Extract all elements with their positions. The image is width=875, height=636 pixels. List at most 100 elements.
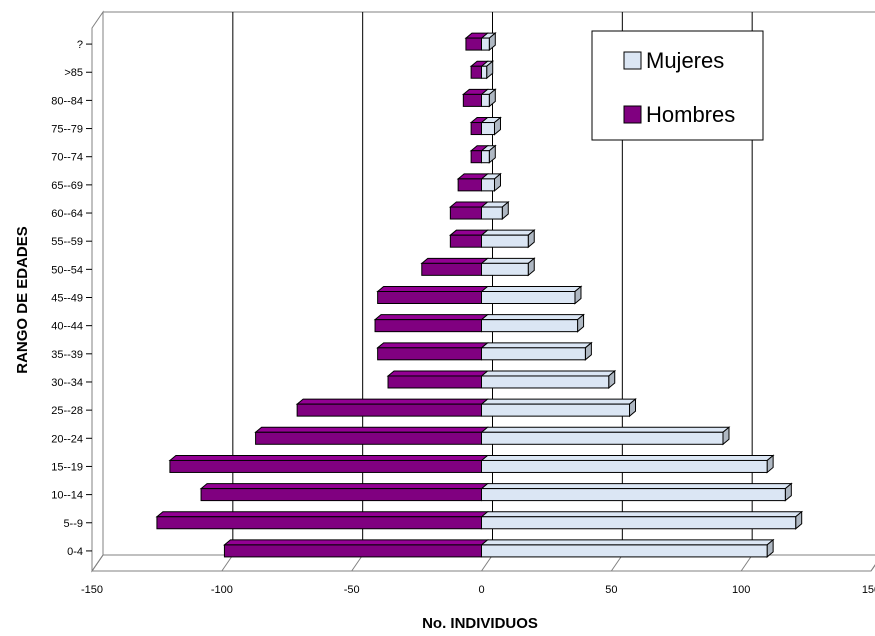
- x-tick-label: 50: [605, 584, 617, 596]
- bar-mujeres: [480, 510, 804, 530]
- bar-top-face: [480, 314, 585, 321]
- bar-top-face: [376, 342, 489, 349]
- bar-front-face: [481, 291, 576, 304]
- bar-mujeres: [480, 538, 775, 558]
- bar-hombres: [469, 60, 489, 79]
- bar-top-face: [223, 539, 489, 546]
- y-tick-label: 45--49: [51, 293, 83, 305]
- y-tick-label: 5--9: [63, 518, 83, 530]
- bar-hombres: [373, 314, 489, 333]
- bar-top-face: [480, 539, 775, 546]
- bar-mujeres: [480, 341, 593, 361]
- y-tick-label: 35--39: [51, 349, 83, 361]
- bar-front-face: [470, 122, 483, 136]
- bar-front-face: [200, 488, 482, 502]
- bar-front-face: [481, 431, 724, 445]
- bar-front-face: [470, 65, 483, 79]
- bar-mujeres: [480, 32, 497, 52]
- y-tick-label: 60--64: [51, 208, 83, 220]
- bar-front-face: [481, 488, 786, 502]
- bar-top-face: [448, 229, 489, 236]
- bar-front-face: [296, 403, 482, 417]
- bar-front-face: [374, 319, 482, 333]
- bar-top-face: [480, 454, 775, 461]
- bar-top-face: [480, 286, 583, 292]
- bar-front-face: [462, 93, 482, 107]
- bar-hombres: [223, 539, 489, 558]
- bar-hombres: [295, 398, 489, 417]
- bar-front-face: [377, 291, 482, 304]
- floor-gridline: [91, 554, 104, 572]
- x-tick-label: -150: [81, 584, 103, 596]
- y-tick-label: >85: [64, 67, 83, 79]
- bar-front-face: [223, 544, 482, 558]
- bar-front-face: [457, 178, 483, 192]
- bar-front-face: [481, 347, 586, 361]
- bar-front-face: [481, 516, 797, 530]
- y-tick-label: 10--14: [51, 490, 83, 502]
- floor-gridline: [870, 564, 875, 572]
- bar-hombres: [448, 201, 489, 220]
- floor-gridline: [740, 554, 753, 572]
- bar-front-face: [377, 347, 482, 361]
- bar-top-face: [480, 342, 593, 349]
- legend-label-mujeres: Mujeres: [646, 48, 724, 73]
- y-tick-label: 15--19: [51, 461, 83, 473]
- x-tick-label: 100: [732, 584, 750, 596]
- bars: [155, 32, 804, 558]
- bar-front-face: [169, 459, 482, 473]
- y-tick-label: 55--59: [51, 236, 83, 248]
- bar-hombres: [456, 173, 489, 192]
- floor-gridline: [221, 554, 234, 572]
- bar-mujeres: [480, 313, 585, 333]
- bar-hombres: [376, 286, 489, 304]
- bar-top-face: [420, 257, 489, 264]
- bar-top-face: [456, 173, 489, 180]
- x-axis-title: No. INDIVIDUOS: [422, 615, 538, 632]
- bar-front-face: [481, 403, 631, 417]
- y-tick-label: ?: [77, 39, 83, 51]
- bar-top-face: [480, 426, 731, 433]
- bar-front-face: [481, 319, 579, 333]
- bar-top-face: [480, 370, 617, 377]
- y-tick-label: 40--44: [51, 321, 83, 333]
- legend-swatch-mujeres: [623, 51, 642, 70]
- bar-hombres: [155, 511, 489, 530]
- y-tick-label: 25--28: [51, 405, 83, 417]
- bar-top-face: [480, 257, 536, 264]
- bar-top-face: [168, 454, 489, 461]
- bar-front-face: [481, 262, 529, 276]
- y-tick-label: 75--79: [51, 124, 83, 136]
- bar-hombres: [254, 426, 489, 445]
- bar-front-face: [470, 150, 483, 164]
- bar-top-face: [376, 286, 489, 292]
- bar-hombres: [469, 145, 489, 164]
- x-tick-label: 0: [478, 584, 484, 596]
- floor-gridline: [481, 554, 493, 572]
- y-tick-label: 20--24: [51, 433, 83, 445]
- bar-hombres: [461, 88, 489, 107]
- bar-mujeres: [480, 482, 793, 502]
- bar-top-face: [480, 483, 793, 490]
- x-tick-labels: -150 -100 -50 0 50 100 150: [81, 584, 875, 596]
- bar-front-face: [481, 375, 610, 389]
- bar-mujeres: [480, 60, 495, 80]
- bar-mujeres: [480, 88, 497, 108]
- bar-hombres: [168, 454, 489, 473]
- bar-front-face: [481, 459, 768, 473]
- bar-front-face: [481, 37, 490, 51]
- bar-front-face: [449, 206, 482, 220]
- bar-mujeres: [480, 369, 617, 390]
- bar-front-face: [481, 65, 488, 79]
- bar-mujeres: [480, 229, 536, 249]
- y-axis-title: RANGO DE EDADES: [14, 226, 31, 374]
- bar-top-face: [199, 483, 489, 490]
- bar-mujeres: [480, 200, 510, 221]
- bar-top-face: [155, 511, 489, 518]
- x-tick-label: 150: [862, 584, 875, 596]
- bar-front-face: [387, 375, 482, 389]
- floor-gridline: [610, 554, 623, 572]
- bar-top-face: [386, 370, 489, 377]
- bar-hombres: [469, 117, 489, 136]
